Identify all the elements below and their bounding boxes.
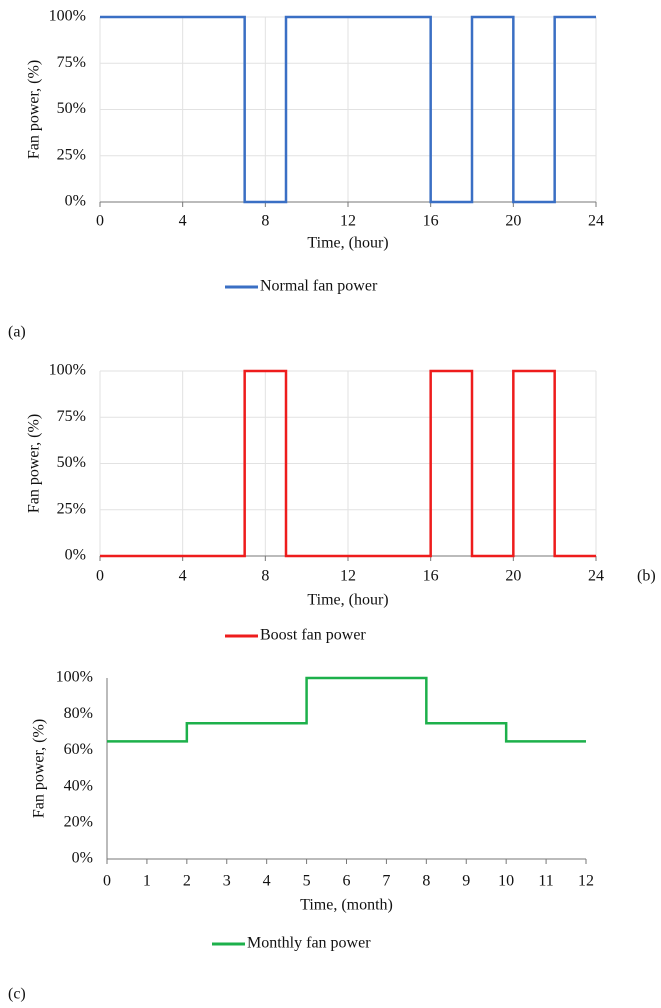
- y-tick-label: 25%: [57, 500, 86, 517]
- x-tick-label: 24: [588, 213, 604, 230]
- y-tick-label: 100%: [56, 669, 93, 686]
- y-tick-label: 50%: [57, 454, 86, 471]
- x-tick-label: 2: [183, 873, 191, 890]
- x-tick-label: 4: [179, 213, 187, 230]
- y-tick-label: 80%: [64, 705, 93, 722]
- y-tick-label: 75%: [57, 408, 86, 425]
- y-tick-label: 0%: [72, 850, 93, 867]
- x-tick-label: 8: [261, 568, 269, 585]
- series-line: [100, 15, 596, 204]
- x-tick-label: 4: [179, 568, 187, 585]
- y-tick-label: 0%: [65, 193, 86, 210]
- panel-label: (b): [637, 568, 656, 585]
- x-tick-label: 12: [340, 213, 356, 230]
- x-tick-label: 8: [422, 873, 430, 890]
- series-line: [100, 369, 596, 558]
- x-tick-label: 0: [96, 213, 104, 230]
- x-tick-label: 20: [505, 213, 521, 230]
- x-tick-label: 12: [578, 873, 594, 890]
- x-tick-label: 8: [261, 213, 269, 230]
- y-tick-label: 0%: [65, 547, 86, 564]
- x-tick-label: 4: [263, 873, 271, 890]
- x-tick-label: 10: [498, 873, 514, 890]
- x-axis-title: Time, (hour): [307, 592, 388, 609]
- x-tick-label: 24: [588, 568, 604, 585]
- panel-label: (a): [8, 324, 26, 341]
- legend-label: Boost fan power: [260, 627, 366, 644]
- x-axis-title: Time, (month): [300, 897, 393, 914]
- x-axis-title: Time, (hour): [307, 235, 388, 252]
- y-tick-label: 50%: [57, 100, 86, 117]
- legend-label: Normal fan power: [260, 278, 378, 295]
- x-tick-label: 11: [538, 873, 553, 890]
- y-axis-title: Fan power, (%): [26, 414, 43, 513]
- x-tick-label: 5: [303, 873, 311, 890]
- y-tick-label: 60%: [64, 741, 93, 758]
- x-tick-label: 9: [462, 873, 470, 890]
- y-tick-label: 40%: [64, 777, 93, 794]
- x-tick-label: 7: [382, 873, 390, 890]
- series-line: [107, 676, 586, 743]
- legend-label: Monthly fan power: [247, 935, 371, 952]
- x-tick-label: 20: [505, 568, 521, 585]
- panel-label: (c): [8, 986, 26, 1003]
- x-tick-label: 0: [103, 873, 111, 890]
- y-tick-label: 75%: [57, 54, 86, 71]
- x-tick-label: 16: [423, 213, 439, 230]
- x-tick-label: 12: [340, 568, 356, 585]
- x-tick-label: 0: [96, 568, 104, 585]
- x-tick-label: 3: [223, 873, 231, 890]
- y-tick-label: 100%: [49, 362, 86, 379]
- x-tick-label: 1: [143, 873, 151, 890]
- y-axis-title: Fan power, (%): [26, 60, 43, 159]
- y-axis-title: Fan power, (%): [31, 719, 48, 818]
- x-tick-label: 16: [423, 568, 439, 585]
- x-tick-label: 6: [343, 873, 351, 890]
- y-tick-label: 25%: [57, 146, 86, 163]
- y-tick-label: 20%: [64, 813, 93, 830]
- y-tick-label: 100%: [49, 8, 86, 25]
